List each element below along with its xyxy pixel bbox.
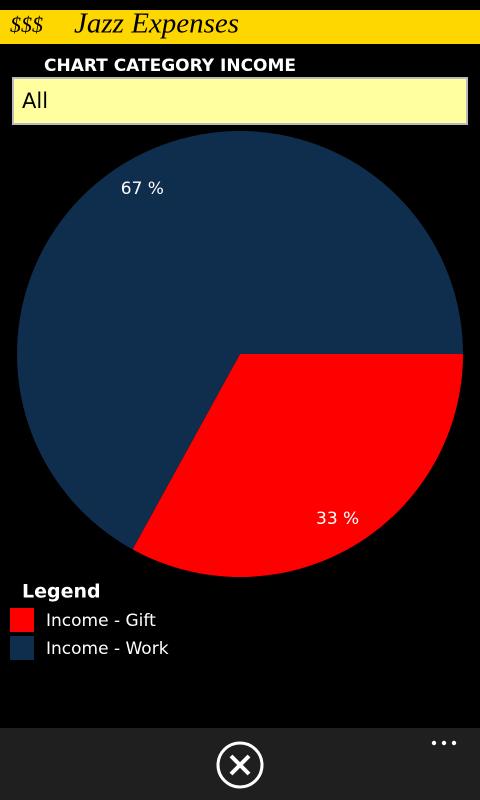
dot[interactable] — [451, 740, 457, 746]
legend-swatch — [10, 636, 34, 660]
header-bar — [0, 10, 480, 44]
legend-title: Legend — [22, 581, 101, 603]
header-symbol: $$$ — [10, 12, 43, 37]
header-title: Jazz Expenses — [74, 8, 239, 40]
slice-label: 67 % — [121, 179, 164, 199]
legend-swatch — [10, 608, 34, 632]
dot[interactable] — [431, 740, 437, 746]
close-icon[interactable] — [229, 754, 251, 776]
close-button[interactable] — [216, 741, 264, 789]
more-button[interactable] — [431, 740, 457, 746]
slice-label: 33 % — [316, 509, 359, 529]
pie-slice — [132, 354, 464, 577]
filter-dropdown[interactable] — [12, 77, 468, 125]
filter-label: CHART CATEGORY INCOME — [44, 56, 296, 76]
close-circle[interactable] — [216, 741, 264, 789]
legend-label: Income - Gift — [46, 611, 156, 631]
legend-label: Income - Work — [46, 639, 169, 659]
pie-slice — [17, 130, 464, 550]
filter-value[interactable]: All — [22, 89, 48, 113]
dot[interactable] — [441, 740, 447, 746]
